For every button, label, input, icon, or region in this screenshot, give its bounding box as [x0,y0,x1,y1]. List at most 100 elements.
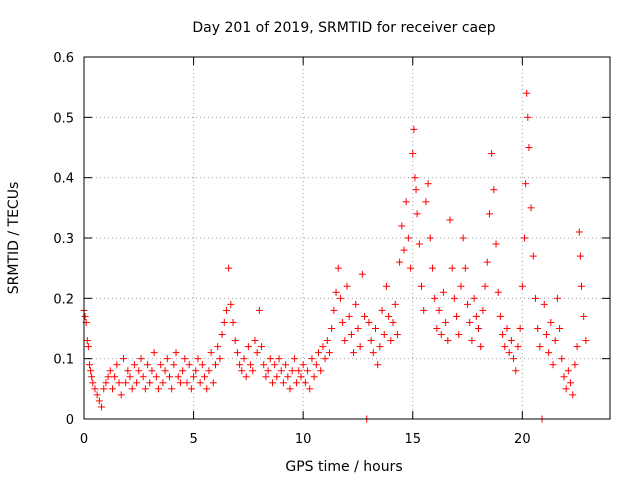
y-tick-label: 0 [66,413,74,428]
data-point [400,246,408,254]
data-point [124,367,132,375]
data-point [461,264,469,272]
data-point [536,343,544,351]
data-point [146,379,154,387]
data-point [367,337,375,345]
data-point [527,204,535,212]
data-point [273,373,281,381]
data-point [332,288,340,296]
data-point [258,343,266,351]
data-point [214,343,222,351]
data-point [187,385,195,393]
data-point [518,282,526,290]
data-point [330,306,338,314]
data-point [115,379,123,387]
data-point [161,367,169,375]
data-point [503,325,511,332]
data-point [218,331,226,339]
data-point [534,325,542,332]
y-tick-label: 0.4 [53,172,74,187]
data-point [470,294,478,302]
axes: 0 0.1 0.2 0.3 0.4 0.5 0.6 0 5 10 15 20 [53,51,610,447]
data-point [251,337,259,345]
data-point [490,186,498,194]
data-point [284,373,292,381]
data-point [85,361,93,369]
data-point [102,379,110,387]
data-point [104,373,112,381]
data-point [496,312,504,320]
data-point [382,282,390,290]
data-point [172,349,180,357]
data-point [183,379,191,387]
data-point [385,312,393,320]
data-point [576,252,584,260]
data-point [426,234,434,242]
data-point [387,337,395,345]
data-point [336,294,344,302]
data-point [271,361,279,369]
data-point [185,361,193,369]
data-point [144,361,152,369]
data-point [521,234,529,242]
data-point [580,312,588,320]
data-point [126,373,134,381]
x-tick-label: 10 [295,432,312,447]
data-point [304,367,312,375]
data-point [553,294,561,302]
data-point [207,349,215,357]
data-point [268,379,276,387]
data-point [255,306,263,314]
data-point [297,373,305,381]
data-point [404,234,412,242]
data-point [194,355,202,363]
data-point [227,300,235,308]
data-point [108,385,116,393]
data-point [472,312,480,320]
data-point [437,331,445,339]
data-point [380,331,388,339]
data-point [93,391,101,399]
data-point [525,144,533,151]
data-point [192,367,200,375]
y-tick-label: 0.6 [53,51,74,66]
y-tick-label: 0.5 [53,111,74,126]
data-point [266,355,274,363]
data-point [88,373,96,381]
data-point [444,337,452,345]
data-point [328,325,336,332]
data-point [181,355,189,363]
data-point [310,373,318,381]
data-point [479,306,487,314]
data-point [253,349,261,357]
data-point [481,282,489,290]
data-point [529,252,537,260]
data-point [365,318,373,326]
data-point [523,89,531,97]
data-point [350,349,358,357]
data-point [275,355,283,363]
chart-title: Day 201 of 2019, SRMTID for receiver cae… [192,20,495,36]
data-point [242,373,250,381]
data-point [545,349,553,357]
data-point [389,318,397,326]
data-point [279,379,287,387]
data-point [433,325,441,332]
data-point [176,379,184,387]
data-point [209,379,217,387]
data-point [236,361,244,369]
data-point [410,125,418,133]
data-point [547,318,555,326]
data-point [524,113,532,121]
data-point [483,258,491,266]
data-point [345,312,353,320]
data-point [119,355,127,363]
data-point [174,373,182,381]
data-point [130,361,138,369]
data-point [98,403,106,411]
data-point [295,367,303,375]
data-point [573,343,581,351]
data-point [247,361,255,369]
data-point [358,270,366,278]
